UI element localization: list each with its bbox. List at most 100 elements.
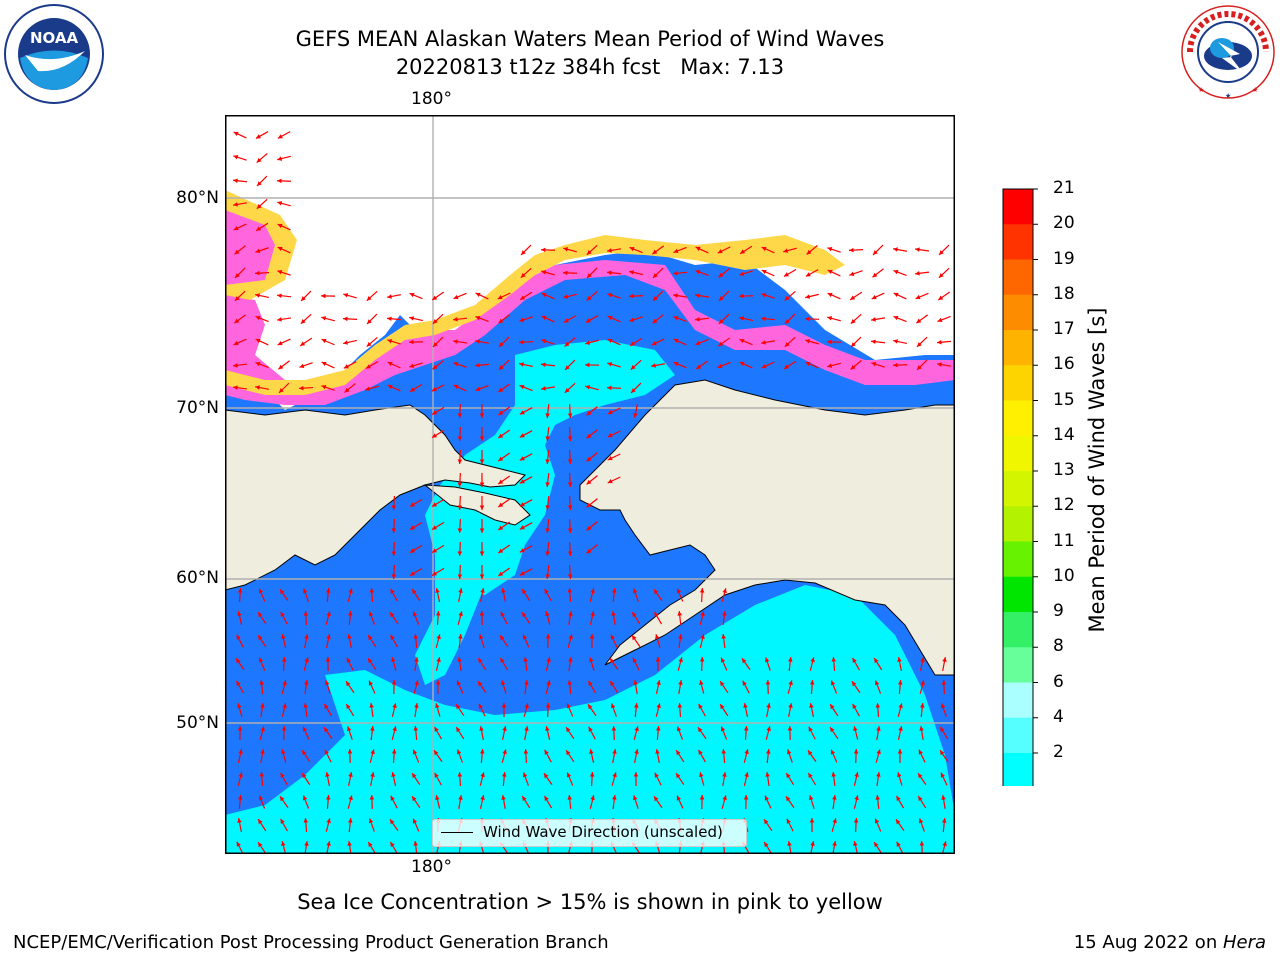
- wave-direction-arrowhead: [607, 315, 613, 321]
- wave-direction-arrowhead: [522, 612, 527, 618]
- wave-direction-arrowhead: [743, 703, 748, 708]
- wave-direction-arrowhead: [564, 388, 570, 393]
- wave-direction-arrowhead: [498, 318, 504, 324]
- wave-direction-arrowhead: [519, 384, 525, 390]
- wave-direction-arrowhead: [788, 657, 793, 662]
- wave-direction-arrowhead: [520, 273, 526, 278]
- wave-direction-arrowhead: [673, 338, 679, 343]
- wave-direction-arrowhead: [347, 634, 352, 639]
- wave-direction-arrowhead: [432, 410, 438, 415]
- wave-direction-arrowhead: [300, 319, 306, 324]
- wave-direction-arrowhead: [436, 634, 441, 640]
- wave-direction-arrowhead: [720, 704, 725, 710]
- wave-direction-arrowhead: [850, 295, 856, 300]
- wave-direction-arrowhead: [893, 247, 898, 252]
- wave-direction-arrowhead: [498, 456, 504, 461]
- wave-direction-arrowhead: [346, 681, 351, 687]
- wave-direction-arrowhead: [739, 271, 745, 276]
- wave-direction-arrowhead: [805, 361, 811, 367]
- wave-direction-arrowhead: [233, 340, 239, 346]
- wave-direction-arrowhead: [479, 436, 485, 441]
- wave-direction-arrowhead: [479, 726, 484, 731]
- graticule: [225, 115, 955, 854]
- wave-direction-arrowhead: [589, 634, 595, 639]
- wave-direction-arrowhead: [366, 296, 372, 301]
- wave-direction-arrowhead: [720, 657, 726, 663]
- wave-direction-arrowhead: [233, 155, 239, 160]
- wave-direction-arrowhead: [389, 612, 395, 618]
- wave-direction-arrowhead: [523, 749, 529, 754]
- wave-direction-arrowhead: [256, 226, 262, 231]
- wave-direction-arrowhead: [347, 611, 353, 616]
- colorbar-tick-label: 13: [1053, 460, 1075, 480]
- wave-direction-arrowhead: [895, 819, 901, 825]
- wave-direction-arrowhead: [277, 156, 283, 161]
- wave-direction-arrowhead: [456, 727, 461, 733]
- wave-direction-arrowhead: [498, 479, 504, 484]
- wave-direction-arrowhead: [545, 703, 551, 708]
- wave-direction-arrowhead: [409, 292, 415, 298]
- wave-direction-arrowhead: [236, 680, 241, 686]
- wave-direction-arrowhead: [435, 588, 440, 593]
- wave-direction-arrowhead: [852, 657, 857, 663]
- wave-direction-arrowhead: [300, 341, 306, 346]
- wave-direction-arrowhead: [827, 363, 833, 368]
- wave-direction-arrowhead: [457, 459, 463, 464]
- wave-direction-arrowhead: [676, 726, 682, 732]
- wave-direction-arrowhead: [788, 680, 793, 686]
- wave-direction-arrowhead: [453, 384, 459, 389]
- wave-direction-arrowhead: [633, 413, 638, 418]
- wave-direction-arrowhead: [566, 703, 572, 709]
- wave-direction-arrowhead: [942, 657, 947, 662]
- wave-direction-arrowhead: [809, 818, 815, 823]
- wave-direction-arrowhead: [412, 589, 417, 595]
- wave-direction-arrowhead: [743, 726, 749, 731]
- wave-direction-arrowhead: [827, 247, 833, 252]
- colorbar-segment: [1003, 435, 1033, 472]
- wave-direction-arrowhead: [567, 436, 573, 441]
- wave-direction-arrowhead: [479, 749, 485, 754]
- colorbar-tick-label: 2: [1053, 742, 1064, 762]
- wave-direction-arrowhead: [629, 293, 634, 299]
- wave-direction-arrowhead: [282, 703, 287, 709]
- wave-direction-arrowhead: [875, 703, 881, 708]
- wave-direction-arrowhead: [348, 795, 353, 801]
- wave-direction-arrowhead: [893, 362, 898, 368]
- wave-direction-arrowhead: [586, 479, 592, 485]
- wave-direction-arrowhead: [764, 795, 769, 801]
- wave-direction-arrowhead: [238, 772, 243, 778]
- wave-direction-arrowhead: [259, 680, 264, 685]
- wave-direction-arrowhead: [277, 317, 282, 322]
- wave-direction-arrowhead: [897, 749, 903, 754]
- legend: Wind Wave Direction (unscaled): [432, 819, 747, 847]
- map-frame: [225, 115, 955, 854]
- wave-direction-arrowhead: [321, 293, 326, 299]
- nws-logo: ★ ★ ★: [1181, 5, 1275, 100]
- wave-direction-arrowhead: [695, 246, 701, 251]
- colorbar-segment: [1003, 576, 1033, 613]
- wave-direction-arrowhead: [655, 657, 661, 662]
- wave-direction-arrowhead: [255, 293, 260, 298]
- wave-direction-arrowhead: [522, 634, 528, 640]
- wave-direction-arrowhead: [281, 657, 287, 662]
- wave-direction-arrowhead: [920, 703, 925, 708]
- wave-direction-arrowhead: [501, 795, 506, 800]
- wave-direction-arrowhead: [370, 772, 375, 777]
- wave-direction-arrowhead: [786, 818, 791, 824]
- colorbar-segment: [1003, 753, 1033, 786]
- wave-direction-arrowhead: [432, 319, 438, 324]
- wave-direction-arrowhead: [259, 772, 265, 777]
- wave-direction-arrowhead: [258, 795, 264, 801]
- wave-direction-arrowhead: [653, 296, 658, 301]
- wave-direction-arrowhead: [457, 505, 463, 510]
- wave-direction-arrowhead: [808, 772, 813, 778]
- map-panel: [225, 115, 955, 854]
- wave-direction-arrowhead: [479, 459, 485, 464]
- wave-direction-arrowhead: [567, 574, 573, 579]
- wave-direction-arrowhead: [258, 842, 263, 848]
- wave-direction-arrowhead: [324, 749, 329, 755]
- wave-direction-arrowhead: [498, 365, 504, 370]
- wave-direction-arrowhead: [852, 703, 857, 709]
- wave-direction-arrowhead: [612, 749, 617, 754]
- wave-direction-arrowhead: [678, 634, 683, 639]
